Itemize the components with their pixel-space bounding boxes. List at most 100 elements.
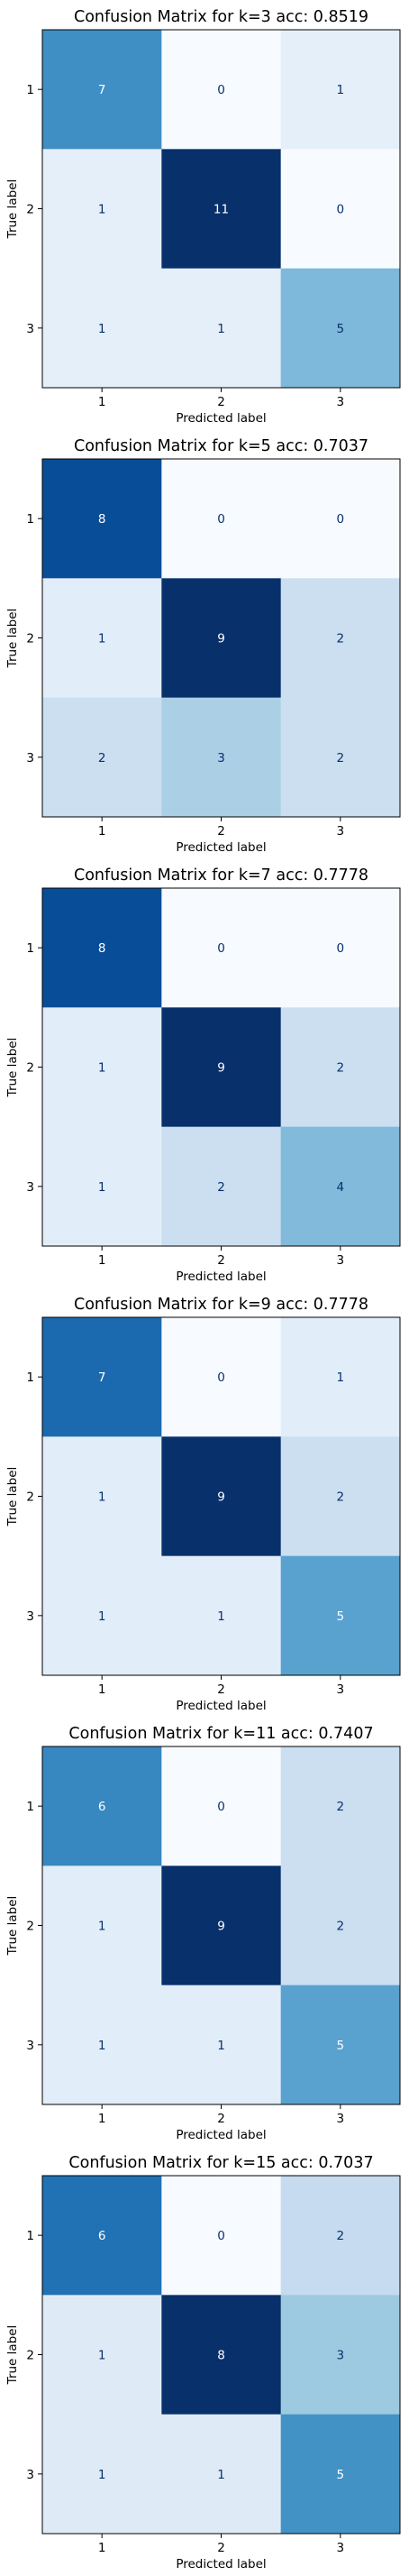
cell-value-label: 1 <box>98 1061 106 1076</box>
cell-value-label: 1 <box>98 1180 106 1195</box>
cell-value-label: 3 <box>217 751 225 765</box>
cell-value-label: 0 <box>337 941 345 956</box>
confusion-matrix-panel-4: Confusion Matrix for k=9 acc: 0.77787 0 11… <box>5 1296 401 1713</box>
y-axis-label: True label <box>5 609 20 669</box>
y-axis-label: True label <box>5 1467 20 1527</box>
cell-value-label: 7 <box>98 83 106 97</box>
x-tick-label: 2 <box>217 2112 225 2126</box>
chart-title: Confusion Matrix for k=3 acc: 0.8519 <box>74 8 368 26</box>
cell-value-label: 1 <box>98 322 106 336</box>
y-tick-label: 2 <box>26 1490 34 1505</box>
chart-title: Confusion Matrix for k=15 acc: 0.7037 <box>68 2154 373 2172</box>
x-tick-label: 3 <box>337 395 345 409</box>
chart-title: Confusion Matrix for k=5 acc: 0.7037 <box>74 437 368 455</box>
cell-value-label: 0 <box>217 2229 225 2243</box>
cell-value-label: 1 <box>337 1371 345 1385</box>
x-tick-label: 2 <box>217 1682 225 1697</box>
x-tick-label: 1 <box>98 2541 106 2555</box>
confusion-matrix-panel-2: Confusion Matrix for k=5 acc: 0.7037 8 0 0 1… <box>5 437 401 855</box>
cell-value-label: 1 <box>98 2039 106 2053</box>
y-tick-label: 1 <box>26 941 34 956</box>
cell-value-label: 1 <box>217 1609 225 1624</box>
y-tick-label: 2 <box>26 2349 34 2363</box>
x-axis-label: Predicted label <box>176 2557 266 2571</box>
x-tick-label: 1 <box>98 395 106 409</box>
cell-value-label: 5 <box>337 2039 345 2053</box>
cell-value-label: 1 <box>98 2349 106 2363</box>
y-tick-label: 3 <box>26 1180 34 1195</box>
x-tick-label: 2 <box>217 1253 225 1268</box>
cell-value-label: 2 <box>337 1061 345 1076</box>
cell-value-label: 3 <box>337 2349 345 2363</box>
chart-title: Confusion Matrix for k=9 acc: 0.7778 <box>74 1296 368 1314</box>
y-tick-label: 1 <box>26 2229 34 2243</box>
cell-value-label: 0 <box>337 203 345 217</box>
x-tick-label: 2 <box>217 824 225 839</box>
cell-value-label: 9 <box>217 1920 225 1934</box>
x-tick-label: 3 <box>337 824 345 839</box>
x-tick-label: 3 <box>337 2112 345 2126</box>
cell-value-label: 2 <box>337 1920 345 1934</box>
y-tick-label: 3 <box>26 2039 34 2053</box>
cell-value-label: 1 <box>217 322 225 336</box>
cell-value-label: 2 <box>337 751 345 765</box>
cell-value-label: 8 <box>98 512 106 527</box>
x-tick-label: 3 <box>337 1682 345 1697</box>
cell-value-label: 1 <box>98 1490 106 1505</box>
cell-value-label: 8 <box>217 2349 225 2363</box>
cell-value-label: 9 <box>217 1490 225 1505</box>
y-tick-label: 1 <box>26 83 34 97</box>
confusion-matrix-panel-1: Confusion Matrix for k=3 acc: 0.85197 0 11… <box>5 8 401 426</box>
y-tick-label: 2 <box>26 1920 34 1934</box>
y-tick-label: 2 <box>26 632 34 646</box>
cell-value-label: 0 <box>337 512 345 527</box>
cell-value-label: 2 <box>337 632 345 646</box>
cell-value-label: 1 <box>217 2039 225 2053</box>
y-tick-label: 3 <box>26 322 34 336</box>
x-axis-label: Predicted label <box>176 1699 266 1713</box>
x-axis-label: Predicted label <box>176 2128 266 2142</box>
cell-value-label: 8 <box>98 941 106 956</box>
cell-value-label: 2 <box>337 2229 345 2243</box>
confusion-matrix-panel-6: Confusion Matrix for k=15 acc: 0.7037 6 0 2… <box>5 2154 401 2571</box>
cell-value-label: 0 <box>217 1800 225 1814</box>
y-axis-label: True label <box>5 179 20 240</box>
chart-title: Confusion Matrix for k=11 acc: 0.7407 <box>68 1725 373 1743</box>
cell-value-label: 9 <box>217 632 225 646</box>
cell-value-label: 4 <box>337 1180 345 1195</box>
y-tick-label: 3 <box>26 1609 34 1624</box>
cell-value-label: 2 <box>337 1800 345 1814</box>
cell-value-label: 1 <box>98 632 106 646</box>
x-tick-label: 1 <box>98 824 106 839</box>
cell-value-label: 7 <box>98 1371 106 1385</box>
cell-value-label: 1 <box>98 2468 106 2482</box>
cell-value-label: 5 <box>337 1609 345 1624</box>
cell-value-label: 0 <box>217 83 225 97</box>
cell-value-label: 1 <box>98 203 106 217</box>
x-tick-label: 1 <box>98 1682 106 1697</box>
cell-value-label: 1 <box>98 1609 106 1624</box>
cell-value-label: 1 <box>98 1920 106 1934</box>
cell-value-label: 5 <box>337 2468 345 2482</box>
y-tick-label: 2 <box>26 1061 34 1076</box>
cell-value-label: 11 <box>214 203 229 217</box>
x-tick-label: 3 <box>337 1253 345 1268</box>
cell-value-label: 2 <box>98 751 106 765</box>
cell-value-label: 2 <box>337 1490 345 1505</box>
x-tick-label: 2 <box>217 2541 225 2555</box>
cell-value-label: 1 <box>217 2468 225 2482</box>
y-tick-label: 3 <box>26 751 34 765</box>
cell-value-label: 6 <box>98 2229 106 2243</box>
x-tick-label: 3 <box>337 2541 345 2555</box>
y-axis-label: True label <box>5 1896 20 1957</box>
y-axis-label: True label <box>5 2325 20 2386</box>
y-tick-label: 2 <box>26 203 34 217</box>
y-tick-label: 3 <box>26 2468 34 2482</box>
x-tick-label: 2 <box>217 395 225 409</box>
y-tick-label: 1 <box>26 512 34 527</box>
cell-value-label: 5 <box>337 322 345 336</box>
cell-value-label: 0 <box>217 512 225 527</box>
confusion-matrix-panel-3: Confusion Matrix for k=7 acc: 0.7778 8 0 0 1… <box>5 866 401 1284</box>
y-tick-label: 1 <box>26 1800 34 1814</box>
confusion-matrix-panel-5: Confusion Matrix for k=11 acc: 0.74076 0 2… <box>5 1725 401 2142</box>
